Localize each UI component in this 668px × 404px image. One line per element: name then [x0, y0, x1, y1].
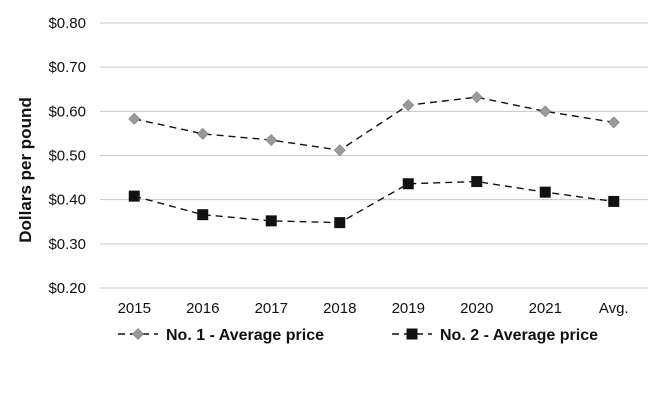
diamond-marker	[128, 112, 141, 125]
legend: No. 1 - Average price No. 2 - Average pri…	[118, 327, 598, 344]
diamond-marker	[196, 127, 209, 140]
x-tick-label: 2017	[255, 300, 288, 317]
diamond-marker	[333, 144, 346, 157]
diamond-marker	[402, 99, 415, 112]
diamond-marker	[470, 91, 483, 104]
square-marker	[334, 217, 346, 229]
y-axis-label: Dollars per pound	[16, 97, 35, 242]
x-tick-label: 2021	[529, 300, 562, 317]
x-tick-label: 2020	[460, 300, 493, 317]
legend-item-1: No. 1 - Average price	[118, 327, 324, 344]
legend-label: No. 2 - Average price	[440, 327, 598, 344]
x-tick-label: 2015	[118, 300, 151, 317]
diamond-marker	[539, 105, 552, 118]
series-layer	[128, 91, 620, 229]
y-tick-label: $0.60	[48, 103, 86, 120]
square-marker	[539, 186, 551, 198]
x-tick-label: 2016	[186, 300, 219, 317]
y-tick-label: $0.30	[48, 236, 86, 253]
legend-item-2: No. 2 - Average price	[392, 327, 598, 344]
gridlines	[100, 22, 648, 289]
square-marker	[265, 215, 277, 227]
diamond-marker	[607, 116, 620, 129]
series-2	[128, 176, 620, 229]
x-tick-label: Avg.	[599, 300, 629, 317]
series-1	[128, 91, 620, 157]
square-marker	[197, 209, 209, 221]
square-marker	[402, 178, 414, 190]
y-tick-label: $0.70	[48, 59, 86, 76]
diamond-marker	[265, 134, 278, 146]
y-tick-label: $0.40	[48, 192, 86, 209]
y-tick-label: $0.20	[48, 280, 86, 297]
x-tick-label: 2019	[392, 300, 425, 317]
legend-diamond-marker	[132, 328, 144, 340]
y-axis-tick-labels: $0.20 $0.30 $0.40 $0.50 $0.60 $0.70 $0.80	[48, 15, 86, 297]
series-line	[134, 96, 614, 151]
square-marker	[471, 176, 483, 188]
square-marker	[128, 190, 140, 202]
legend-square-marker	[406, 328, 418, 340]
x-axis-tick-labels: 2015 2016 2017 2018 2019 2020 2021 Avg.	[118, 300, 629, 317]
square-marker	[608, 195, 620, 207]
x-tick-label: 2018	[323, 300, 356, 317]
y-tick-label: $0.80	[48, 15, 86, 32]
series-line	[134, 180, 614, 224]
y-tick-label: $0.50	[48, 148, 86, 165]
legend-label: No. 1 - Average price	[166, 327, 324, 344]
